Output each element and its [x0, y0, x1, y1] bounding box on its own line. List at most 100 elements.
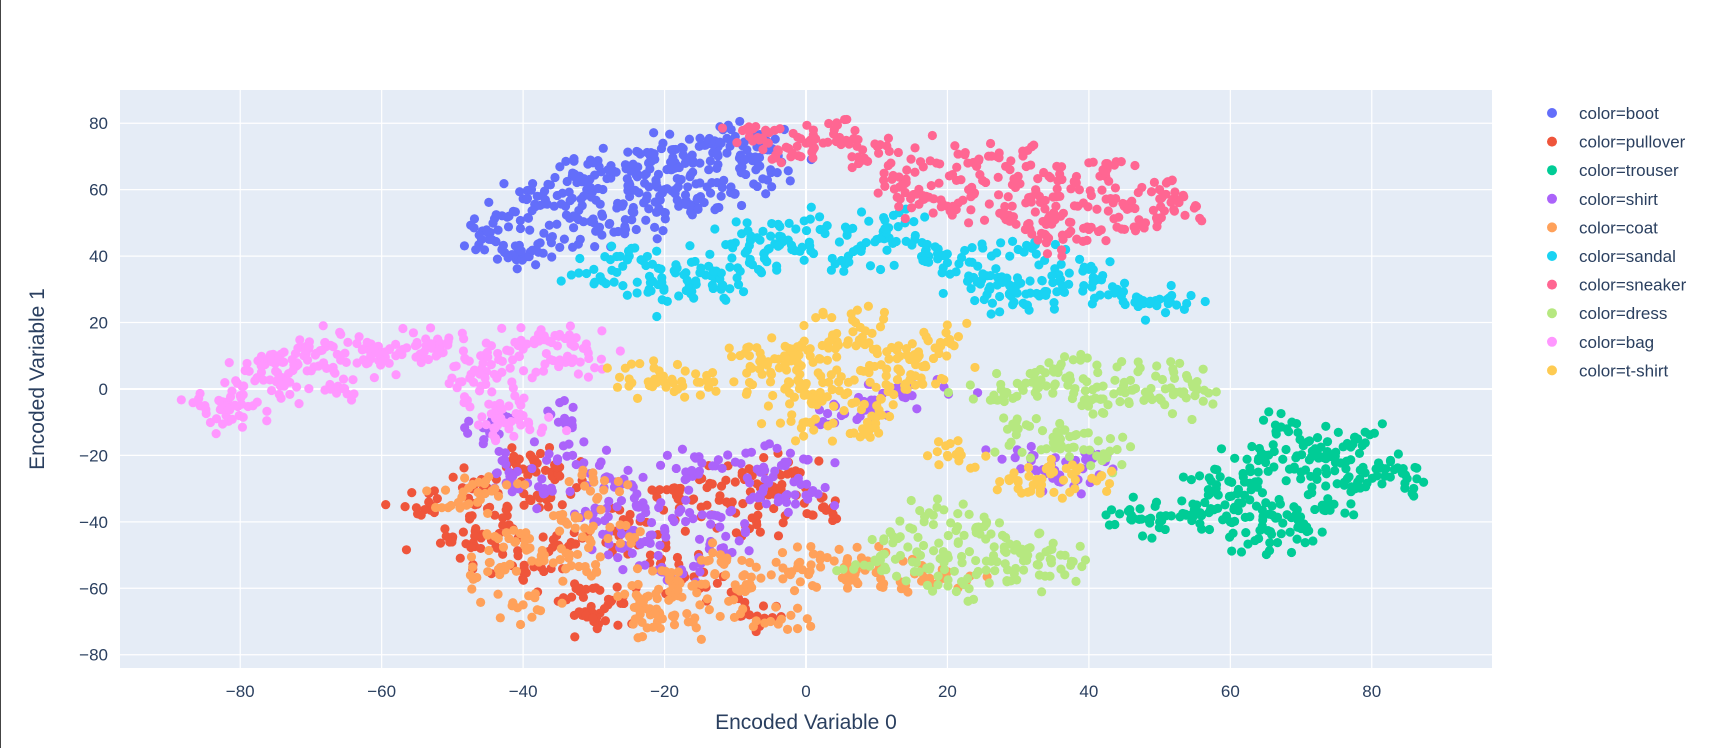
data-point — [555, 329, 565, 340]
data-point — [1116, 157, 1126, 167]
data-point — [1056, 162, 1067, 172]
data-point — [892, 345, 902, 355]
data-point — [622, 290, 632, 300]
data-point — [1360, 438, 1370, 448]
data-point — [721, 475, 731, 485]
data-point — [633, 633, 643, 643]
data-point — [573, 583, 583, 593]
data-point — [695, 133, 705, 143]
data-point — [922, 451, 933, 461]
data-point — [1032, 474, 1042, 484]
data-point — [830, 259, 840, 269]
data-point — [902, 165, 912, 175]
data-point — [1048, 277, 1058, 288]
data-point — [995, 291, 1005, 302]
data-point — [710, 224, 720, 234]
data-point — [936, 195, 946, 205]
legend-label: color=t-shirt — [1579, 361, 1669, 380]
data-point — [705, 510, 715, 520]
legend-item-trouser[interactable]: color=trouser — [1547, 161, 1679, 180]
data-point — [311, 348, 321, 359]
data-point — [640, 560, 650, 570]
data-point — [952, 162, 962, 172]
data-point — [953, 332, 964, 342]
data-point — [789, 392, 799, 402]
data-point — [785, 570, 795, 580]
legend-item-sandal[interactable]: color=sandal — [1547, 247, 1676, 266]
data-point — [579, 458, 589, 468]
data-point — [583, 181, 593, 191]
data-point — [932, 447, 942, 457]
data-point — [986, 151, 997, 161]
data-point — [1025, 276, 1035, 286]
data-point — [1211, 387, 1221, 397]
data-point — [742, 145, 752, 155]
data-point — [690, 613, 700, 623]
data-point — [552, 454, 563, 464]
data-point — [773, 146, 783, 156]
data-point — [895, 516, 905, 526]
data-point — [816, 371, 826, 381]
data-point — [747, 380, 758, 390]
data-point — [508, 471, 518, 481]
data-point — [481, 338, 491, 348]
data-point — [1275, 499, 1286, 509]
data-point — [979, 270, 989, 280]
data-point — [766, 231, 776, 241]
data-point — [1180, 210, 1190, 220]
data-point — [1064, 452, 1075, 462]
data-point — [763, 244, 773, 254]
legend-item-t-shirt[interactable]: color=t-shirt — [1547, 361, 1669, 380]
data-point — [1330, 466, 1340, 476]
data-point — [800, 388, 810, 398]
data-point — [1076, 489, 1086, 499]
data-point — [715, 611, 725, 622]
data-point — [792, 603, 803, 613]
data-point — [744, 464, 754, 474]
data-point — [1101, 159, 1111, 169]
data-point — [515, 223, 526, 234]
data-point — [712, 203, 722, 213]
data-point — [1105, 257, 1115, 267]
data-point — [1046, 454, 1056, 464]
legend-item-shirt[interactable]: color=shirt — [1547, 190, 1658, 209]
legend-item-pullover[interactable]: color=pullover — [1547, 133, 1686, 152]
legend-item-coat[interactable]: color=coat — [1547, 218, 1658, 237]
data-point — [727, 351, 737, 362]
data-point — [875, 322, 886, 332]
data-point — [745, 495, 755, 505]
data-point — [377, 356, 387, 366]
data-point — [913, 532, 923, 542]
data-point — [1077, 561, 1087, 572]
legend[interactable]: color=boot color=pullover color=trouser col… — [1547, 104, 1687, 380]
data-point — [1187, 414, 1197, 425]
data-point — [632, 288, 642, 298]
x-tick-label: 60 — [1221, 682, 1240, 701]
data-point — [1099, 408, 1109, 418]
data-point — [1208, 399, 1218, 409]
legend-item-boot[interactable]: color=boot — [1547, 104, 1659, 123]
legend-item-bag[interactable]: color=bag — [1547, 333, 1654, 352]
data-point — [1152, 222, 1162, 232]
legend-item-dress[interactable]: color=dress — [1547, 304, 1667, 323]
data-point — [632, 564, 643, 574]
data-point — [659, 207, 669, 218]
data-point — [1295, 434, 1305, 445]
data-point — [893, 222, 903, 232]
data-point — [242, 358, 252, 369]
data-point — [1082, 377, 1092, 387]
data-point — [1119, 224, 1130, 234]
data-point — [1007, 236, 1018, 246]
data-point — [999, 208, 1010, 219]
data-point — [1146, 383, 1156, 394]
data-point — [580, 481, 590, 491]
series-boot — [459, 116, 816, 274]
data-point — [1118, 380, 1129, 391]
data-point — [956, 175, 966, 185]
legend-item-sneaker[interactable]: color=sneaker — [1547, 276, 1687, 295]
data-point — [784, 399, 795, 409]
data-point — [1218, 515, 1228, 525]
data-point — [652, 234, 662, 244]
data-point — [767, 218, 777, 229]
